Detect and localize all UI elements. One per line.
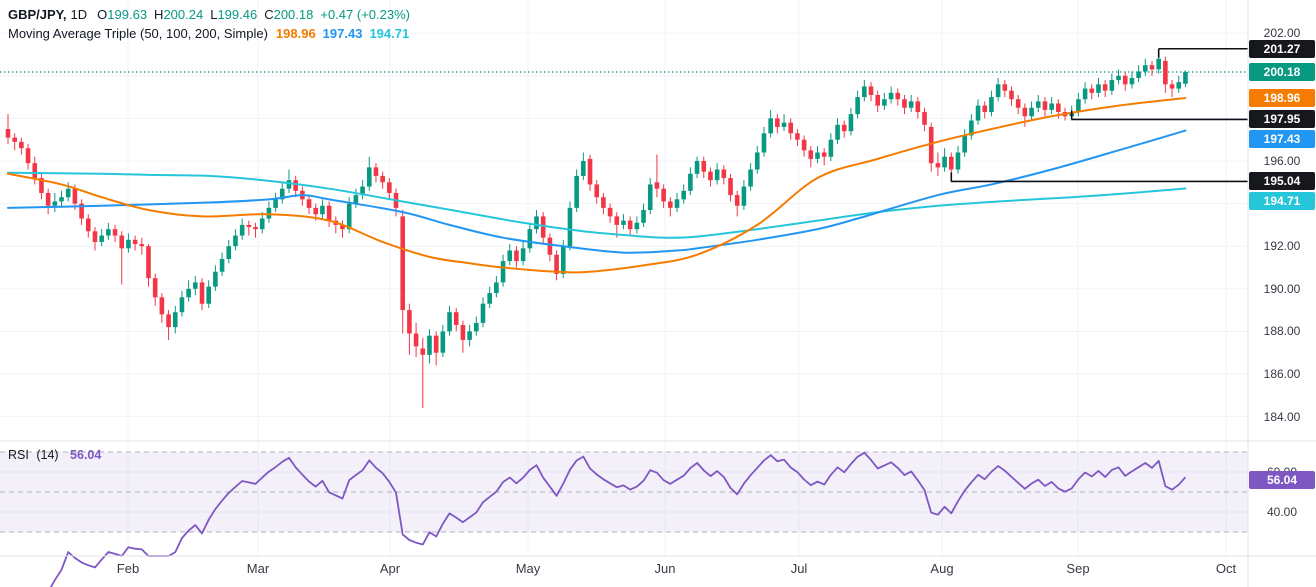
rsi-tick-label: 40.00 xyxy=(1266,505,1298,519)
price-badge: 200.18 xyxy=(1249,62,1315,81)
rsi-value: 56.04 xyxy=(70,448,102,462)
ma50-value: 198.96 xyxy=(275,26,316,41)
price-tick-label: 192.00 xyxy=(1263,239,1301,254)
ma-indicator-title[interactable]: Moving Average Triple (50, 100, 200, Sim… xyxy=(8,26,268,41)
rsi-line xyxy=(49,451,1187,587)
high-value: H200.24 xyxy=(154,7,204,22)
month-label: Jul xyxy=(790,561,808,576)
moving-averages-layer xyxy=(7,96,1187,274)
ma-legend-row: Moving Average Triple (50, 100, 200, Sim… xyxy=(8,25,410,43)
close-value: C200.18 xyxy=(264,7,314,22)
price-tick-label: 186.00 xyxy=(1263,367,1301,381)
rsi-value-badge: 56.04 xyxy=(1249,470,1315,489)
price-tick-label: 188.00 xyxy=(1263,324,1301,339)
price-badge: 198.96 xyxy=(1249,88,1315,107)
symbol-legend-row: GBP/JPY, 1D O199.63 H200.24 L199.46 C200… xyxy=(8,6,410,24)
rsi-pane-layer xyxy=(0,451,1248,587)
month-label: Feb xyxy=(116,561,140,576)
price-badge: 194.71 xyxy=(1249,192,1315,211)
month-label: May xyxy=(515,561,541,576)
month-label: Apr xyxy=(379,561,401,576)
month-label: Mar xyxy=(246,561,270,576)
rsi-indicator-title[interactable]: RSI xyxy=(8,448,29,462)
month-label: Jun xyxy=(654,561,676,576)
legend: GBP/JPY, 1D O199.63 H200.24 L199.46 C200… xyxy=(8,6,410,44)
low-value: L199.46 xyxy=(210,7,258,22)
price-tick-label: 190.00 xyxy=(1263,281,1301,296)
price-badge: 197.95 xyxy=(1249,110,1315,129)
month-label: Sep xyxy=(1066,561,1090,576)
price-tick-label: 202.00 xyxy=(1263,26,1301,41)
price-badge: 201.27 xyxy=(1249,39,1315,58)
price-tick-label: 196.00 xyxy=(1263,154,1301,168)
month-label: Aug xyxy=(930,561,954,576)
price-level-lines-layer xyxy=(950,47,1248,183)
timeframe-label[interactable]: 1D xyxy=(70,7,88,22)
symbol-title[interactable]: GBP/JPY, xyxy=(8,7,67,22)
ma100-value: 197.43 xyxy=(322,26,363,41)
month-label: Oct xyxy=(1215,561,1237,576)
ma200-value: 194.71 xyxy=(369,26,410,41)
rsi-params: (14) xyxy=(36,448,59,462)
price-badge: 197.43 xyxy=(1249,130,1315,149)
grid-layer xyxy=(0,0,1248,556)
change-value: +0.47 (+0.23%) xyxy=(320,7,410,22)
candles-layer xyxy=(5,48,1188,409)
open-value: O199.63 xyxy=(97,7,148,22)
price-badge: 195.04 xyxy=(1249,172,1315,191)
price-tick-label: 184.00 xyxy=(1263,409,1301,424)
rsi-legend-row: RSI (14) 56.04 xyxy=(8,448,101,462)
